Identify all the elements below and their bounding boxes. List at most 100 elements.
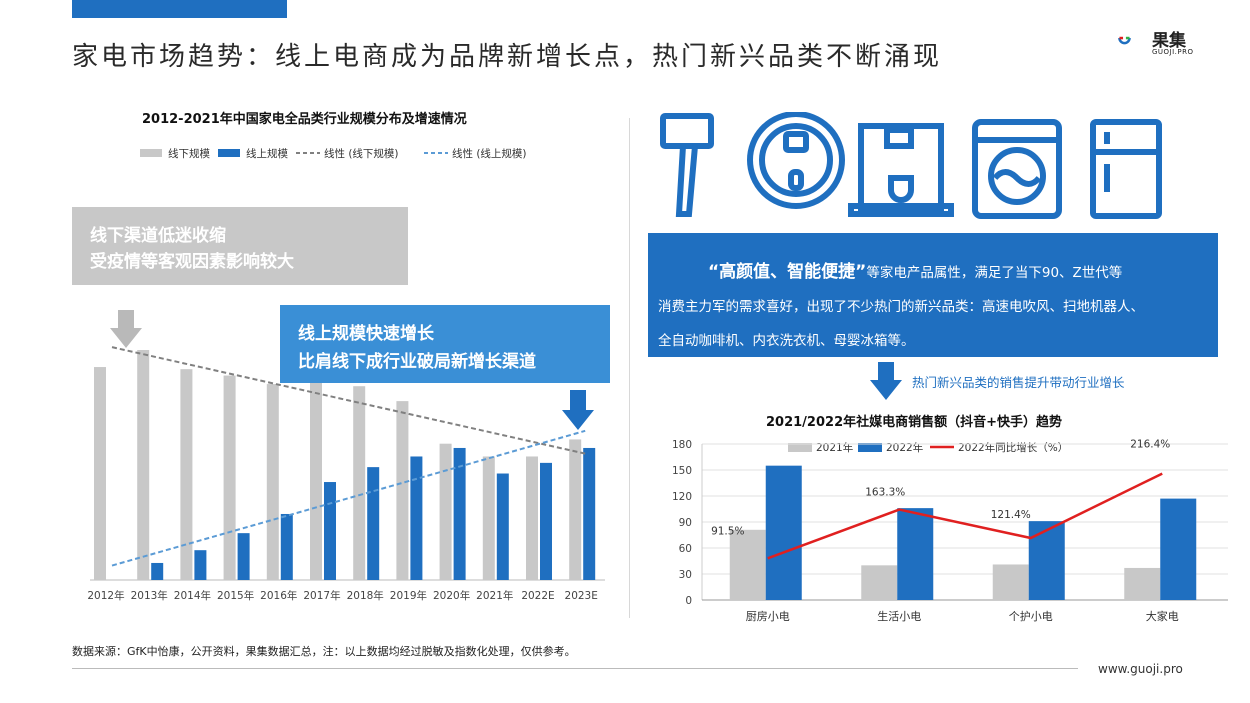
r-bar-2022-3: [1160, 498, 1197, 600]
bar-offline-8: [439, 443, 452, 580]
left-chart-title: 2012-2021年中国家电全品类行业规模分布及增速情况: [142, 112, 467, 127]
bar-online-9: [496, 473, 509, 580]
right-chart: 2021年 2022年 2022年同比增长（%） 0 30 60 90 120 150 180 厨房…: [672, 439, 1228, 623]
r-y-tick-3: 90: [679, 517, 692, 529]
bar-online-11: [583, 447, 596, 580]
bar-online-5: [324, 482, 336, 580]
down-arrow-blue-icon: [562, 390, 594, 430]
x-tick-label-10: 2022E: [521, 590, 554, 602]
top-accent-bar: [72, 0, 287, 18]
legend-swatch-1: [218, 149, 240, 157]
r-x-tick-1: 生活小电: [877, 609, 921, 623]
r-y-tick-1: 30: [679, 569, 692, 581]
bar-offline-6: [353, 386, 366, 580]
r-bar-2021-0: [729, 529, 766, 600]
legend-swatch-0: [140, 149, 162, 157]
bar-online-2: [194, 550, 207, 580]
insight-emphasis: “高颜值、智能便捷”: [708, 262, 867, 282]
logo-subtext: GUOJI.PRO: [1152, 48, 1194, 56]
r-growth-label-0: 91.5%: [711, 525, 744, 537]
r-bar-2022-2: [1028, 521, 1065, 600]
bar-offline-7: [396, 401, 409, 580]
bar-online-1: [151, 562, 164, 580]
r-y-tick-2: 60: [679, 543, 692, 555]
x-tick-label-8: 2020年: [433, 589, 470, 602]
left-chart: 线下规模 线上规模 线性 (线下规模) 线性 (线上规模) 2012年 2013年 2014…: [87, 147, 605, 602]
bar-offline-11: [569, 439, 582, 580]
legend-label-3: 线性 (线上规模): [452, 147, 527, 160]
r-legend-label-0: 2021年: [816, 441, 853, 454]
r-bar-2021-2: [992, 564, 1029, 600]
r-y-tick-4: 120: [672, 491, 692, 503]
insight-line1: “高颜值、智能便捷”等家电产品属性，满足了当下90、Z世代等: [708, 257, 1122, 282]
column-divider: [629, 118, 630, 618]
x-tick-label-2: 2014年: [174, 589, 211, 602]
r-growth-label-1: 163.3%: [865, 487, 905, 499]
bar-online-4: [280, 513, 293, 580]
page-title: 家电市场趋势：线上电商成为品牌新增长点，热门新兴品类不断涌现: [72, 42, 943, 72]
online-callout-line2: 比肩线下成行业破局新增长渠道: [298, 352, 536, 372]
r-legend-swatch-0: [788, 443, 812, 452]
r-bar-2021-3: [1124, 567, 1161, 600]
robot-vacuum-icon: [747, 112, 845, 209]
guoji-logo-icon: [1118, 36, 1131, 45]
r-growth-label-2: 121.4%: [991, 509, 1031, 521]
x-tick-label-3: 2015年: [217, 589, 254, 602]
legend-label-0: 线下规模: [168, 147, 210, 160]
bar-offline-2: [180, 369, 193, 580]
x-tick-label-0: 2012年: [87, 589, 124, 602]
appliance-icons: [660, 112, 1162, 219]
down-arrow-right-icon: [870, 362, 902, 400]
footer-line: [72, 668, 1078, 669]
fridge-icon: [1090, 119, 1162, 219]
r-x-tick-2: 个护小电: [1009, 609, 1053, 623]
bar-offline-0: [94, 367, 106, 580]
bar-online-8: [453, 447, 466, 580]
r-growth-line: [767, 472, 1163, 560]
coffee-machine-icon: [848, 123, 954, 217]
washing-machine-icon: [972, 119, 1062, 219]
trendline-0: [111, 346, 586, 455]
r-y-tick-0: 0: [685, 595, 692, 607]
x-tick-label-6: 2018年: [347, 589, 384, 602]
x-tick-label-7: 2019年: [390, 589, 427, 602]
offline-callout: 线下渠道低迷收缩 受疫情等客观因素影响较大: [72, 207, 408, 285]
offline-callout-line1: 线下渠道低迷收缩: [90, 226, 226, 246]
bar-offline-9: [482, 456, 495, 580]
bar-online-10: [540, 462, 552, 580]
insight-line3: 全自动咖啡机、内衣洗衣机、母婴冰箱等。: [658, 333, 915, 349]
r-legend-label-1: 2022年: [886, 441, 923, 454]
online-callout-line1: 线上规模快速增长: [298, 324, 434, 344]
r-legend-label-2: 2022年同比增长（%）: [958, 441, 1068, 454]
hair-dryer-icon: [660, 113, 714, 217]
site-url: www.guoji.pro: [1098, 662, 1183, 676]
r-x-tick-0: 厨房小电: [746, 610, 790, 623]
insight-box: “高颜值、智能便捷”等家电产品属性，满足了当下90、Z世代等 消费主力军的需求喜…: [648, 233, 1218, 357]
logo-text: 果集: [1152, 31, 1186, 51]
x-tick-label-11: 2023E: [565, 590, 598, 602]
trendline-1: [111, 429, 586, 567]
down-arrow-grey-icon: [110, 310, 142, 348]
bar-offline-1: [137, 350, 150, 580]
r-legend-swatch-1: [858, 443, 882, 452]
online-callout: 线上规模快速增长 比肩线下成行业破局新增长渠道: [280, 305, 610, 383]
bar-online-7: [410, 456, 423, 580]
r-bar-2021-1: [861, 565, 898, 600]
r-x-tick-3: 大家电: [1146, 609, 1179, 623]
bar-offline-5: [310, 375, 322, 580]
x-tick-label-9: 2021年: [476, 589, 513, 602]
data-source-note: 数据来源：GfK中怡康，公开资料，果集数据汇总，注：以上数据均经过脱敏及指数化处…: [72, 645, 576, 658]
r-growth-label-3: 216.4%: [1130, 439, 1170, 451]
legend-label-1: 线上规模: [246, 147, 288, 160]
bar-offline-4: [266, 384, 279, 580]
offline-callout-line2: 受疫情等客观因素影响较大: [90, 252, 294, 272]
legend-label-2: 线性 (线下规模): [324, 147, 399, 160]
insight-line2: 消费主力军的需求喜好，出现了不少热门的新兴品类：高速电吹风、扫地机器人、: [658, 299, 1144, 315]
x-tick-label-5: 2017年: [303, 589, 340, 602]
r-bar-2022-0: [765, 465, 802, 600]
insight-line1-rest: 等家电产品属性，满足了当下90、Z世代等: [866, 265, 1123, 281]
x-tick-label-1: 2013年: [131, 589, 168, 602]
x-tick-label-4: 2016年: [260, 589, 297, 602]
bar-offline-10: [526, 456, 538, 580]
bar-online-6: [367, 467, 380, 580]
